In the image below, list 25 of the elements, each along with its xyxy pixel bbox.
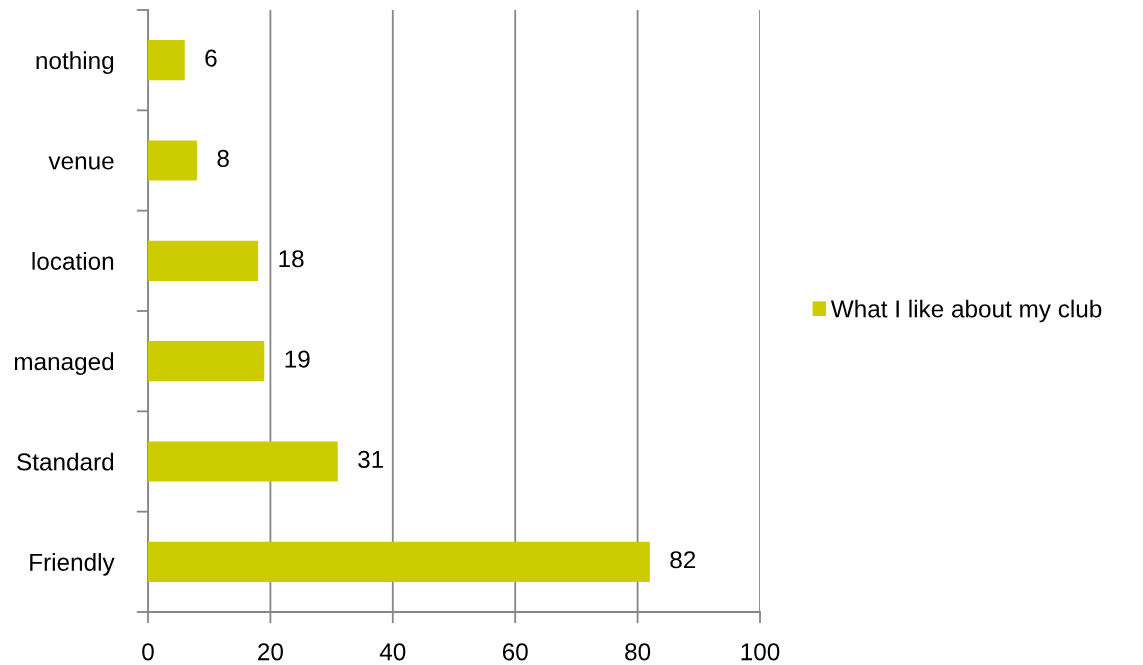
y-tick-label: Standard bbox=[17, 452, 114, 471]
legend-label: What I like about my club bbox=[830, 299, 1102, 323]
data-label: 18 bbox=[279, 250, 304, 268]
bar bbox=[148, 441, 338, 482]
x-tick-label: 60 bbox=[502, 643, 528, 661]
data-label: 6 bbox=[205, 49, 217, 67]
x-tick-label: 20 bbox=[258, 643, 283, 661]
data-label: 19 bbox=[285, 350, 310, 368]
data-label: 31 bbox=[358, 450, 384, 469]
bar bbox=[148, 140, 197, 181]
bar bbox=[148, 40, 185, 81]
x-tick-label: 40 bbox=[379, 643, 406, 661]
x-tick-label: 0 bbox=[142, 643, 154, 661]
bar bbox=[148, 240, 259, 281]
bar bbox=[148, 541, 650, 582]
data-label: 82 bbox=[670, 551, 696, 569]
x-tick-label: 80 bbox=[625, 643, 651, 661]
data-label: 8 bbox=[217, 149, 229, 168]
x-tick-label: 100 bbox=[741, 643, 780, 661]
y-tick-label: location bbox=[32, 252, 114, 270]
y-tick-label: managed bbox=[14, 352, 114, 376]
y-tick-label: nothing bbox=[36, 51, 114, 75]
bar bbox=[148, 341, 265, 382]
y-tick-label: venue bbox=[48, 156, 114, 170]
y-tick-label: Friendly bbox=[30, 553, 115, 576]
